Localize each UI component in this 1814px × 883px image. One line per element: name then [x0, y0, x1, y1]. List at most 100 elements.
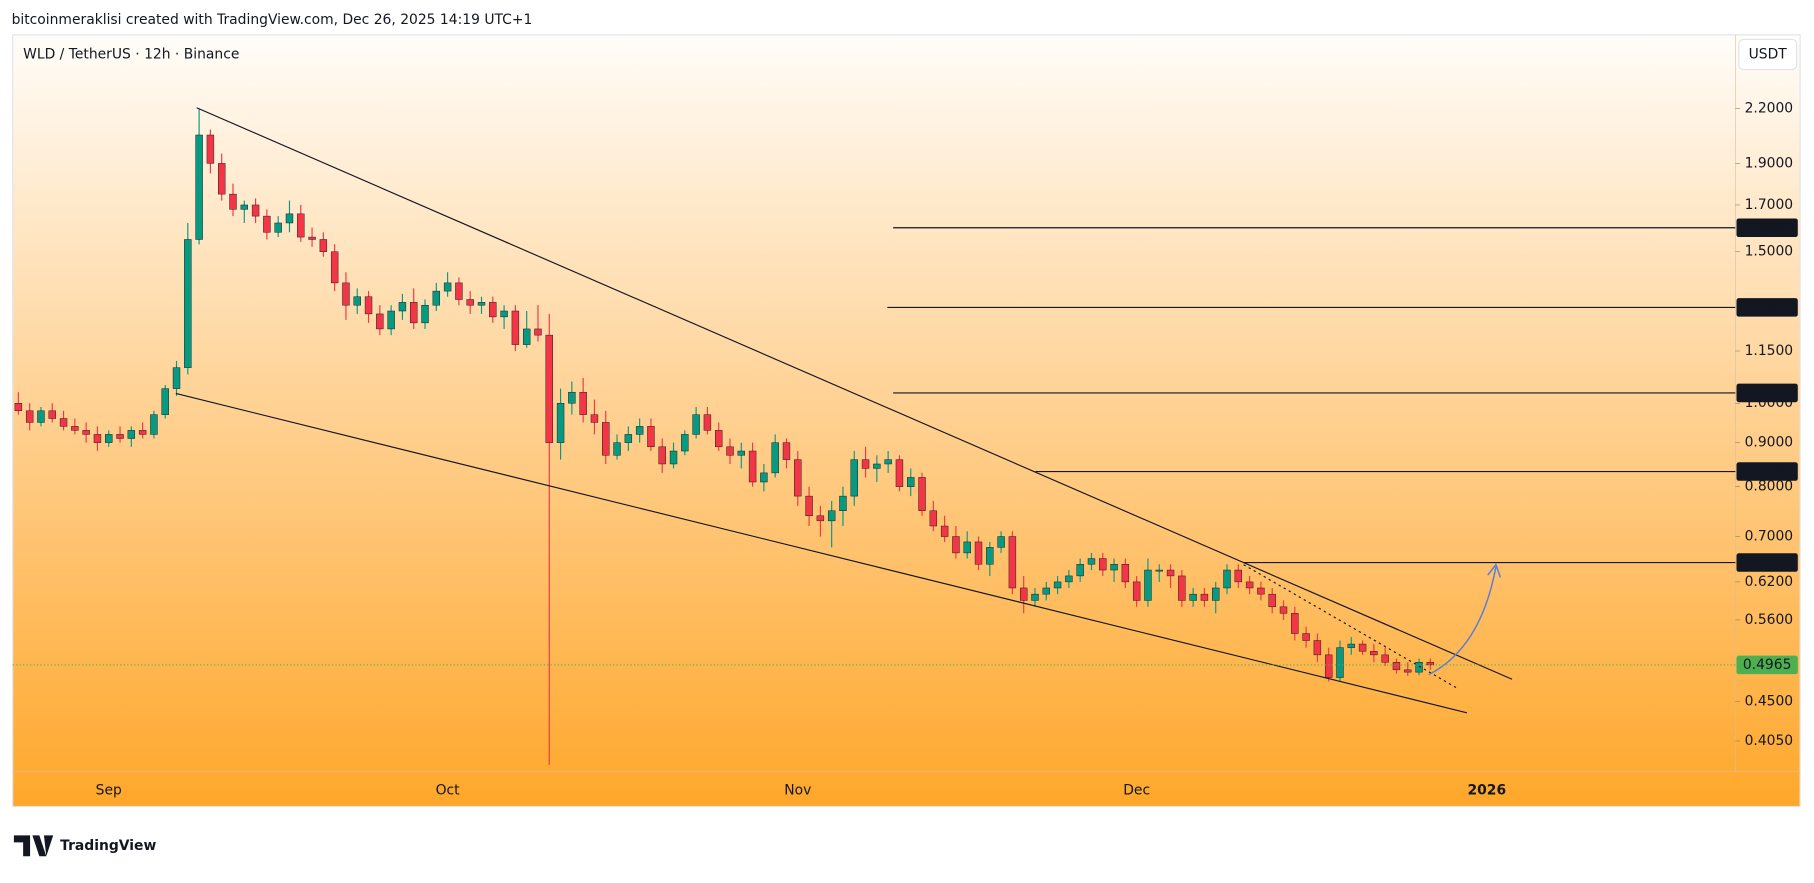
- candle-body: [545, 334, 553, 443]
- candle-body: [116, 434, 124, 439]
- candle-body: [105, 434, 113, 443]
- arrow-head: [1487, 563, 1502, 578]
- level-label-box: [1736, 553, 1798, 572]
- y-tick-label: 1.5000: [1745, 244, 1794, 260]
- candle-body: [308, 236, 316, 240]
- candle-body: [161, 388, 169, 415]
- candle-body: [963, 541, 971, 554]
- candle-body: [1110, 564, 1118, 571]
- candle-body: [568, 391, 576, 404]
- candle-body: [1291, 613, 1299, 634]
- y-tick-label: 0.6200: [1745, 574, 1794, 590]
- candle-body: [1212, 587, 1220, 601]
- candle-body: [1031, 593, 1039, 601]
- candle-body: [1189, 593, 1197, 601]
- level-label: 1.0280: [1740, 385, 1794, 401]
- candle-body: [703, 414, 712, 431]
- candle-body: [71, 426, 79, 431]
- candle-body: [602, 422, 610, 456]
- symbol-title: WLD / TetherUS · 12h · Binance: [23, 47, 239, 63]
- candle-body: [827, 510, 836, 522]
- candle-body: [1392, 662, 1401, 671]
- candle-body: [635, 426, 644, 435]
- candle-body: [805, 495, 813, 517]
- candle-body: [1178, 575, 1186, 601]
- candle-body: [263, 215, 271, 233]
- candle-body: [737, 450, 746, 456]
- candle-body: [522, 328, 531, 345]
- projection-arrow: [1428, 566, 1497, 676]
- candle-body: [1313, 640, 1322, 656]
- candle-body: [251, 204, 260, 217]
- candle-body: [1065, 575, 1073, 583]
- candle-body: [681, 434, 689, 452]
- candle-body: [455, 282, 463, 300]
- candle-body: [150, 414, 158, 435]
- candle-body: [760, 472, 768, 483]
- currency: USDT: [1749, 47, 1788, 63]
- x-tick-label: Dec: [1123, 782, 1150, 798]
- candle-body: [1008, 536, 1017, 589]
- candle-body: [1019, 587, 1028, 601]
- candle-body: [25, 410, 34, 423]
- candle-body: [613, 442, 621, 456]
- candle-body: [93, 434, 102, 443]
- level-label-box: [1736, 298, 1798, 317]
- candle-body: [1144, 569, 1152, 601]
- candle-body: [1132, 581, 1141, 601]
- currency-box: [1738, 38, 1798, 71]
- candle-body: [82, 430, 90, 435]
- candle-body: [297, 213, 305, 238]
- candle-body: [1200, 593, 1209, 601]
- candle-body: [692, 414, 700, 435]
- candle-body: [477, 302, 486, 306]
- trendlines: [175, 107, 1513, 714]
- candle-body: [940, 525, 949, 537]
- candle-body: [1370, 651, 1378, 656]
- candle-body: [952, 536, 960, 554]
- candle-body: [669, 450, 678, 465]
- candle-body: [1121, 564, 1130, 583]
- candle-body: [1324, 654, 1333, 678]
- candle-body: [319, 239, 328, 252]
- y-tick-label: 0.4050: [1745, 733, 1794, 749]
- candle-body: [647, 426, 655, 448]
- candle-body: [138, 430, 147, 435]
- x-tick-label: Sep: [96, 782, 122, 798]
- candle-body: [850, 459, 858, 497]
- candle-body: [466, 299, 474, 306]
- candle-body: [184, 239, 192, 368]
- candle-body: [997, 536, 1005, 548]
- candle-body: [59, 418, 68, 427]
- candle-body: [884, 459, 892, 465]
- candle-body: [715, 430, 723, 448]
- brand-name: TradingView: [60, 838, 156, 854]
- y-tick-label: 0.5600: [1745, 612, 1794, 628]
- candle-body: [1302, 633, 1310, 641]
- candle-body: [432, 290, 441, 306]
- candle-body: [1404, 669, 1412, 673]
- candle-body: [127, 430, 136, 439]
- x-tick-label: 2026: [1468, 782, 1507, 798]
- candle-body: [240, 204, 248, 210]
- candle-body: [590, 414, 599, 423]
- candle-body: [1099, 558, 1107, 571]
- y-tick-label: 0.4500: [1745, 694, 1794, 710]
- candle-body: [1245, 581, 1254, 589]
- y-tick-label: 1.7000: [1745, 197, 1794, 213]
- candle-body: [1336, 647, 1344, 678]
- candle-body: [1279, 606, 1288, 614]
- candle-body: [443, 282, 452, 292]
- candle-body: [217, 163, 226, 195]
- candle-body: [726, 446, 734, 456]
- candle-body: [771, 442, 779, 474]
- candle-body: [1268, 593, 1276, 608]
- candle-body: [918, 477, 926, 511]
- candle-body: [1076, 564, 1084, 577]
- candle-body: [816, 515, 825, 522]
- candle-body: [48, 410, 56, 419]
- y-tick-label: 1.1500: [1745, 343, 1794, 359]
- candle-body: [624, 434, 633, 443]
